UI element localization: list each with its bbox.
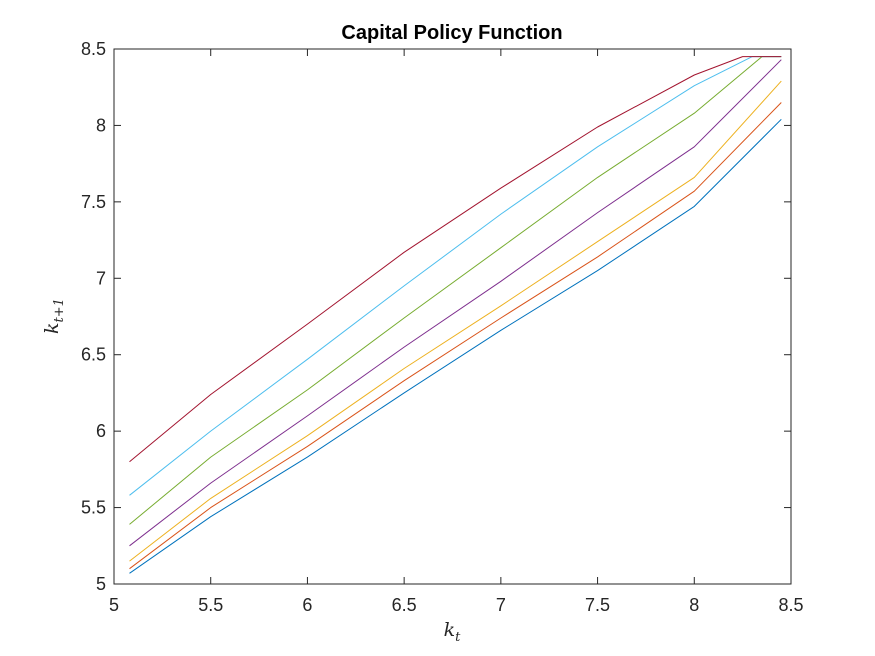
y-axis-label: kt+1 bbox=[41, 298, 67, 334]
x-tick-label: 8.5 bbox=[778, 595, 803, 615]
y-tick-label: 8.5 bbox=[81, 39, 106, 59]
x-tick-label: 8 bbox=[689, 595, 699, 615]
plot-area bbox=[114, 49, 791, 584]
x-axis-label-base: k bbox=[444, 619, 456, 641]
series-line-4 bbox=[129, 59, 782, 547]
y-axis-label-subscript: t+1 bbox=[52, 298, 67, 322]
x-tick-label: 6.5 bbox=[392, 595, 417, 615]
y-tick-label: 5.5 bbox=[81, 498, 106, 518]
x-axis-label: kt bbox=[444, 619, 462, 645]
series-line-7 bbox=[129, 56, 782, 463]
series-line-1 bbox=[129, 118, 782, 574]
y-tick-label: 8 bbox=[96, 115, 106, 135]
x-axis-ticks: 5 5.5 6 6.5 7 7.5 8 8.5 bbox=[109, 49, 804, 615]
series-line-2 bbox=[129, 102, 782, 570]
y-tick-label: 5 bbox=[96, 574, 106, 594]
axes-box bbox=[113, 48, 792, 585]
series-line-3 bbox=[129, 80, 782, 562]
y-tick-label: 7.5 bbox=[81, 192, 106, 212]
x-axis-label-subscript: t bbox=[455, 630, 461, 645]
x-tick-label: 5.5 bbox=[198, 595, 223, 615]
chart-title: Capital Policy Function bbox=[341, 22, 562, 44]
y-tick-label: 6.5 bbox=[81, 345, 106, 365]
x-tick-label: 5 bbox=[109, 595, 119, 615]
x-tick-label: 6 bbox=[302, 595, 312, 615]
series-line-5 bbox=[129, 56, 782, 525]
series-layer bbox=[129, 56, 782, 574]
x-tick-label: 7.5 bbox=[585, 595, 610, 615]
x-tick-label: 7 bbox=[496, 595, 506, 615]
y-axis-ticks: 5 5.5 6 6.5 7 7.5 8 8.5 bbox=[81, 39, 791, 594]
y-tick-label: 6 bbox=[96, 421, 106, 441]
y-tick-label: 7 bbox=[96, 268, 106, 288]
y-axis-label-base: k bbox=[41, 322, 63, 334]
series-line-6 bbox=[129, 56, 782, 496]
